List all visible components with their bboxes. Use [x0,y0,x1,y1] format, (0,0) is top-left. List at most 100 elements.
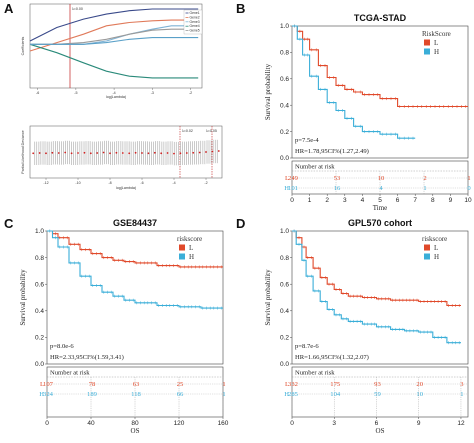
y-tick-label: 0.6 [280,76,289,83]
deviance-point [109,152,111,155]
panel-label-c: C [4,216,14,231]
legend-swatch-h [424,48,430,55]
deviance-point [198,151,201,154]
deviance-point [38,152,41,154]
x-axis-label: OS [376,427,385,435]
y-tick-label: 0.4 [35,308,44,315]
legend-label: H [434,48,439,56]
legend-swatch-h [179,253,185,260]
risk-count: 53 [334,175,341,182]
coefficient-path-1 [29,8,199,42]
lambda-annotation-left: λ=0.02 [182,129,193,133]
survival-curve-l [292,230,461,307]
risk-count: 66 [177,391,184,398]
km-chart-gse84437: GSE84437 0.0 0.2 0.4 0.6 0.8 1.0 Survival proba… [19,218,229,435]
deviance-point [32,152,35,155]
risk-count: 78 [89,381,96,388]
x-axis-label: log(Lambda) [116,186,136,190]
km-chart-gpl570: GPL570 cohort 0.0 0.2 0.4 0.6 0.8 1.0 Survival … [264,218,469,435]
x-tick-label: -6 [36,91,39,95]
hazard-ratio: HR=1.78,95CI%(1.27,2.49) [295,148,369,155]
legend-label: Gene1 [190,11,200,15]
risk-row-label-h: H [39,391,44,398]
deviance-point [83,151,86,154]
risk-count: 285 [288,391,299,398]
risk-count: 4 [379,185,383,192]
risk-count: 25 [177,381,184,388]
legend-swatch-l [424,39,430,46]
y-tick-label: 1.0 [280,23,289,30]
y-tick-label: 0.8 [280,255,289,262]
y-tick-label: 0.4 [280,102,289,109]
risk-row-label-l: L [40,381,44,388]
x-tick-label: 3 [332,420,336,427]
risk-count: 107 [43,381,54,388]
y-tick-label: 1.0 [35,228,44,235]
hazard-ratio: HR=1.66,95CI%(1.32,2.07) [295,354,369,361]
chart-title: GSE84437 [113,218,157,228]
deviance-point [192,151,195,154]
coefficient-path-6 [30,37,199,45]
x-tick-label: 10 [464,197,472,204]
legend-label: Gene3 [190,20,200,24]
deviance-point [96,152,99,154]
legend-swatch-l [424,244,430,251]
x-tick-label: 6 [375,420,379,427]
x-tick-label: 5 [378,197,382,204]
x-tick-label: 0 [290,197,294,204]
x-tick-label: 9 [449,197,453,204]
survival-curve-h [292,230,461,344]
survival-curve-l [292,25,468,108]
legend-label: Gene4 [190,24,200,28]
legend-title: riskscore [422,235,447,243]
x-tick-label: -8 [108,181,111,185]
risk-count: 93 [374,381,381,388]
risk-count: 1 [222,391,225,398]
plot-frame [291,230,469,365]
risk-count: 104 [330,391,341,398]
deviance-point [115,151,118,154]
risk-count: 332 [288,381,298,388]
deviance-point [160,152,163,155]
legend-swatch-h [424,253,430,260]
y-axis-label: Partial Likelihood Deviance [21,130,25,173]
risk-count: 324 [43,391,54,398]
deviance-point [45,152,47,155]
chart-title: GPL570 cohort [348,218,412,228]
risk-table-title: Number at risk [295,370,335,377]
y-tick-label: 0.2 [35,335,44,342]
x-tick-label: 9 [417,420,421,427]
deviance-point [77,152,79,154]
risk-table-title: Number at risk [295,164,335,171]
risk-count: 1 [423,185,426,192]
y-tick-label: 0.6 [35,281,44,288]
x-tick-label: -5 [74,91,77,95]
x-tick-label: 80 [131,420,139,427]
deviance-point [211,150,214,153]
x-axis-label: Time [373,204,388,212]
deviance-point [147,152,150,155]
x-tick-label: 3 [343,197,347,204]
x-tick-label: 1 [308,197,312,204]
km-chart-tcga-stad: TCGA-STAD 0.0 0.2 0.4 0.6 0.8 1.0 Survival prob… [264,13,472,212]
survival-curve-h [292,25,416,139]
risk-table-title: Number at risk [50,370,90,377]
legend-label: H [434,253,439,261]
x-tick-label: 4 [361,197,365,204]
x-tick-label: 160 [218,420,229,427]
x-tick-label: -2 [204,181,207,185]
deviance-point [89,152,92,155]
x-tick-label: 40 [87,420,95,427]
risk-row-label-l: L [285,175,289,182]
legend-label: L [434,39,438,47]
risk-row-label-h: H [284,185,289,192]
risk-count: 0 [467,185,471,192]
x-tick-label: -4 [112,91,115,95]
x-tick-label: -10 [75,181,80,185]
deviance-point [134,151,137,154]
x-tick-label: 2 [325,197,329,204]
risk-count: 63 [133,381,140,388]
